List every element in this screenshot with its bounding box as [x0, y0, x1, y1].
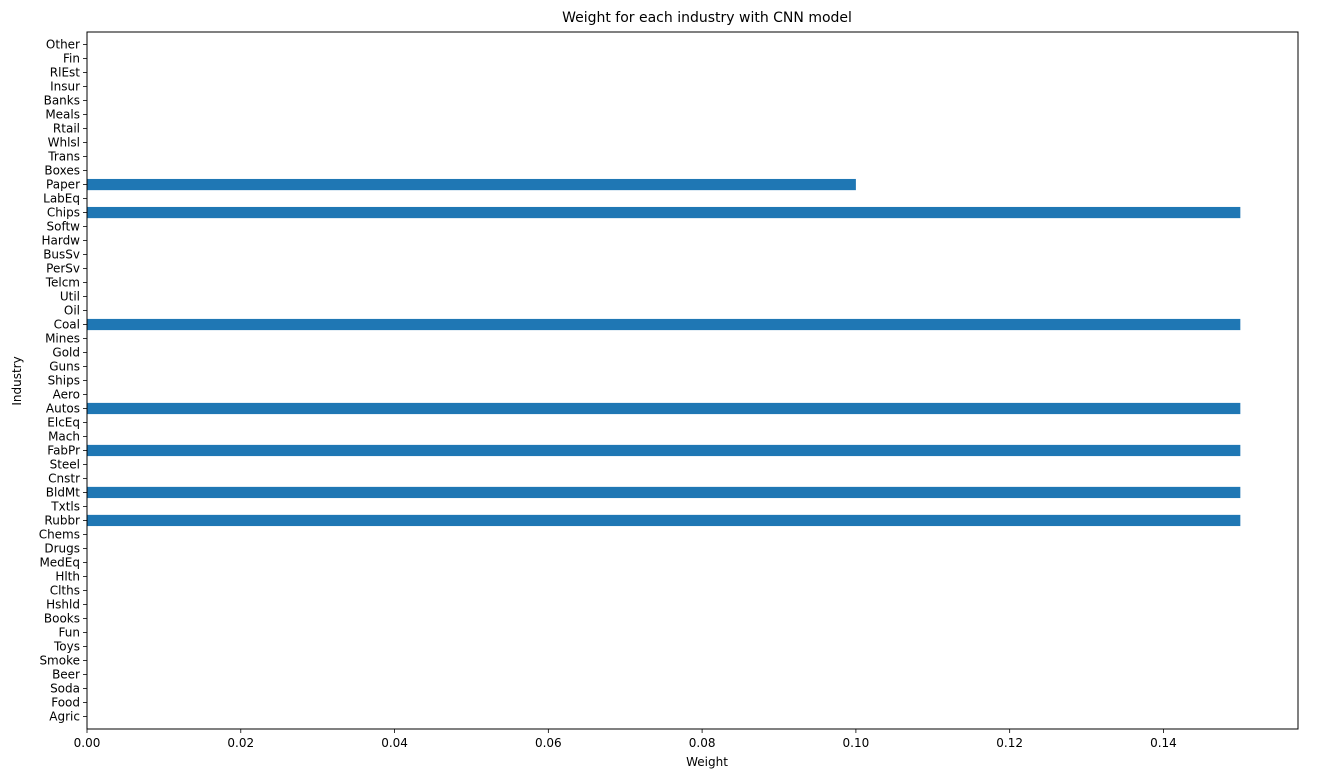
y-tick-label-steel: Steel [50, 457, 80, 471]
y-tick-label-other: Other [46, 38, 80, 52]
y-tick-label-bldmt: BldMt [46, 485, 81, 499]
bar-autos [87, 402, 1241, 415]
y-tick-label-fun: Fun [59, 625, 80, 639]
plot-frame [86, 31, 1299, 730]
y-tick-label-meals: Meals [45, 108, 80, 122]
y-tick-label-smoke: Smoke [39, 653, 80, 667]
y-tick-label-soda: Soda [50, 681, 80, 695]
y-axis-label: Industry [10, 356, 24, 405]
y-tick-label-rtail: Rtail [53, 122, 80, 136]
y-tick-label-cnstr: Cnstr [48, 471, 80, 485]
y-tick-label-boxes: Boxes [44, 164, 80, 178]
y-tick-label-coal: Coal [54, 318, 80, 332]
y-tick-label-autos: Autos [46, 401, 80, 415]
bars-group [87, 178, 1241, 527]
y-tick-label-txtls: Txtls [50, 499, 80, 513]
y-tick-label-mines: Mines [45, 332, 80, 346]
chart-title: Weight for each industry with CNN model [562, 10, 852, 26]
y-tick-label-rlest: RlEst [50, 66, 81, 80]
y-tick-label-insur: Insur [50, 80, 80, 94]
y-tick-label-paper: Paper [46, 178, 80, 192]
y-tick-label-guns: Guns [49, 360, 80, 374]
y-ticks-group: AgricFoodSodaBeerSmokeToysFunBooksHshldC… [39, 38, 87, 723]
y-tick-label-hlth: Hlth [55, 569, 80, 583]
x-tick-label: 0.12 [996, 736, 1023, 750]
y-tick-label-labeq: LabEq [43, 192, 80, 206]
y-tick-label-banks: Banks [44, 94, 80, 108]
y-tick-label-medeq: MedEq [39, 555, 80, 569]
x-tick-label: 0.00 [74, 736, 101, 750]
y-tick-label-util: Util [60, 290, 80, 304]
x-axis-label: Weight [686, 755, 728, 769]
x-tick-label: 0.02 [227, 736, 254, 750]
x-tick-label: 0.06 [535, 736, 562, 750]
y-tick-label-books: Books [44, 611, 80, 625]
y-tick-label-mach: Mach [48, 429, 80, 443]
y-tick-label-trans: Trans [47, 150, 80, 164]
bar-rubbr [87, 514, 1241, 527]
y-tick-label-softw: Softw [47, 220, 81, 234]
bar-coal [87, 318, 1241, 331]
x-tick-label: 0.14 [1150, 736, 1177, 750]
bar-paper [87, 178, 856, 191]
y-tick-label-ships: Ships [48, 374, 80, 388]
y-tick-label-clths: Clths [50, 583, 80, 597]
x-tick-label: 0.10 [843, 736, 870, 750]
y-tick-label-fabpr: FabPr [47, 443, 80, 457]
bar-fabpr [87, 444, 1241, 457]
y-tick-label-chems: Chems [39, 527, 80, 541]
bar-bldmt [87, 486, 1241, 499]
y-tick-label-beer: Beer [52, 667, 80, 681]
x-tick-label: 0.08 [689, 736, 716, 750]
y-tick-label-hshld: Hshld [46, 597, 80, 611]
y-tick-label-drugs: Drugs [44, 541, 80, 555]
y-tick-label-telcm: Telcm [45, 276, 80, 290]
y-tick-label-persv: PerSv [46, 262, 80, 276]
y-tick-label-whlsl: Whlsl [48, 136, 80, 150]
y-tick-label-toys: Toys [53, 639, 80, 653]
y-tick-label-elceq: ElcEq [47, 415, 80, 429]
y-tick-label-hardw: Hardw [41, 234, 80, 248]
bar-chips [87, 206, 1241, 219]
y-tick-label-fin: Fin [63, 52, 80, 66]
y-tick-label-chips: Chips [47, 206, 80, 220]
y-tick-label-agric: Agric [49, 709, 80, 723]
y-tick-label-rubbr: Rubbr [44, 513, 80, 527]
y-tick-label-oil: Oil [64, 304, 80, 318]
x-tick-label: 0.04 [381, 736, 408, 750]
y-tick-label-aero: Aero [53, 387, 80, 401]
y-tick-label-food: Food [51, 695, 80, 709]
y-tick-label-bussv: BusSv [43, 248, 80, 262]
y-tick-label-gold: Gold [52, 346, 80, 360]
x-ticks-group: 0.00 0.02 0.04 0.06 0.08 0.10 0.12 0.14 [74, 729, 1177, 750]
